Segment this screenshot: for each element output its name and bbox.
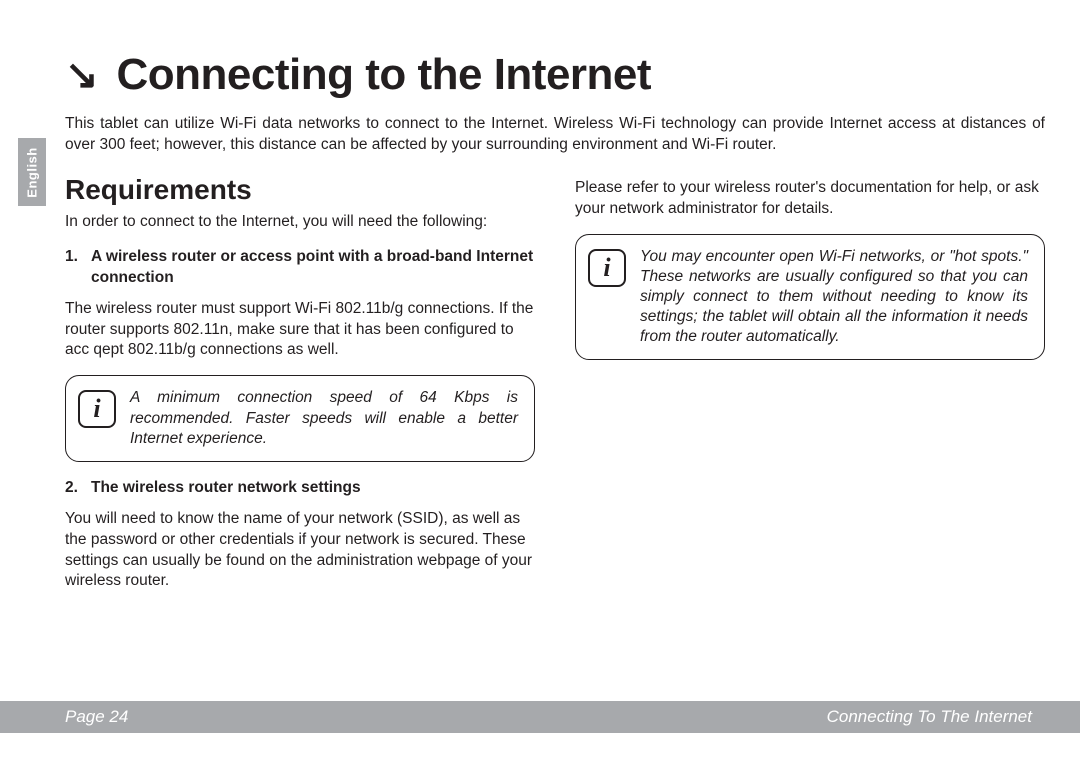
- page-title: Connecting to the Internet: [117, 50, 652, 100]
- info-text: A minimum connection speed of 64 Kbps is…: [130, 388, 518, 448]
- info-callout-2: i You may encounter open Wi-Fi networks,…: [575, 234, 1045, 361]
- info-callout-1: i A minimum connection speed of 64 Kbps …: [65, 375, 535, 461]
- right-column: Please refer to your wireless router's d…: [575, 174, 1045, 607]
- list-heading-text: A wireless router or access point with a…: [91, 247, 535, 289]
- requirement-2-heading: 2. The wireless router network settings: [65, 478, 535, 499]
- page-title-row: ↘ Connecting to the Internet: [65, 50, 1045, 100]
- list-heading-text: The wireless router network settings: [91, 478, 535, 499]
- document-page: English ↘ Connecting to the Internet Thi…: [0, 0, 1080, 761]
- two-column-layout: Requirements In order to connect to the …: [65, 174, 1045, 607]
- list-number: 2.: [65, 478, 91, 499]
- page-footer: Page 24 Connecting To The Internet: [0, 701, 1080, 733]
- left-column: Requirements In order to connect to the …: [65, 174, 535, 607]
- footer-page-number: Page 24: [65, 707, 128, 727]
- right-lead: Please refer to your wireless router's d…: [575, 178, 1045, 220]
- info-icon: i: [78, 390, 116, 428]
- footer-section-title: Connecting To The Internet: [827, 707, 1032, 727]
- arrow-icon: ↘: [65, 55, 99, 95]
- requirement-2-body: You will need to know the name of your n…: [65, 509, 535, 593]
- intro-paragraph: This tablet can utilize Wi-Fi data netwo…: [65, 114, 1045, 156]
- content-area: ↘ Connecting to the Internet This tablet…: [65, 50, 1045, 606]
- info-text: You may encounter open Wi-Fi networks, o…: [640, 247, 1028, 348]
- requirements-lead: In order to connect to the Internet, you…: [65, 212, 535, 233]
- requirements-heading: Requirements: [65, 174, 535, 206]
- list-number: 1.: [65, 247, 91, 289]
- language-tab: English: [18, 138, 46, 206]
- requirement-1-heading: 1. A wireless router or access point wit…: [65, 247, 535, 289]
- requirement-1-body: The wireless router must support Wi-Fi 8…: [65, 299, 535, 362]
- info-icon: i: [588, 249, 626, 287]
- language-label: English: [25, 147, 40, 197]
